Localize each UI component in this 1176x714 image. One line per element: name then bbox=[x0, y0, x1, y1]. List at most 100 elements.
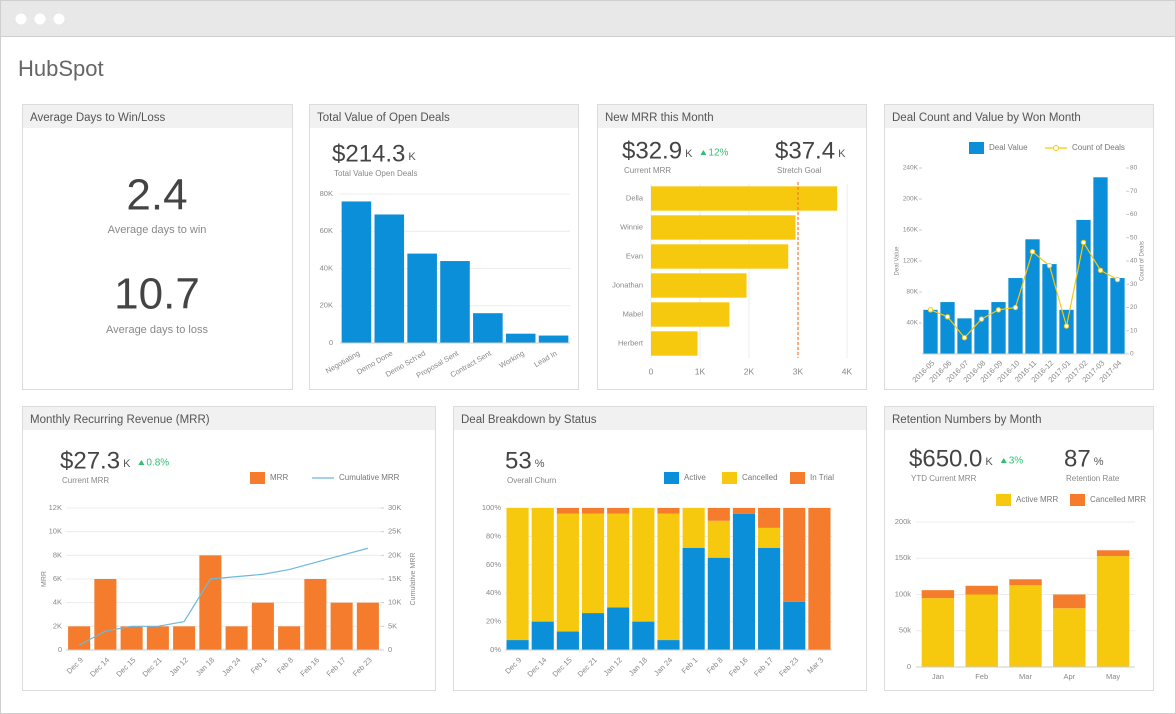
y-tick-label: 10 bbox=[1130, 327, 1138, 334]
bar bbox=[304, 579, 327, 650]
bar bbox=[1025, 239, 1040, 354]
kpi-label: Total Value Open Deals bbox=[334, 169, 417, 178]
bar bbox=[1093, 177, 1108, 354]
panel-title: Deal Count and Value by Won Month bbox=[892, 112, 1081, 124]
bar-segment bbox=[506, 508, 529, 641]
bar-segment bbox=[783, 508, 806, 602]
kpi-value: $32.9 bbox=[622, 137, 682, 164]
y-tick-label: 20K bbox=[320, 301, 333, 310]
bar bbox=[651, 273, 747, 298]
kpi-value: 87 bbox=[1064, 445, 1091, 472]
bar-segment bbox=[657, 640, 680, 650]
bar-segment bbox=[556, 508, 579, 514]
kpi-value: $214.3 bbox=[332, 140, 405, 167]
bar bbox=[407, 253, 437, 343]
legend-label: Active bbox=[684, 473, 706, 482]
x-tick-label: 3K bbox=[793, 366, 804, 376]
bar bbox=[94, 579, 117, 650]
change-arrow bbox=[1000, 458, 1007, 463]
y-tick-label: 240K bbox=[903, 165, 919, 172]
bar bbox=[651, 244, 789, 269]
bar bbox=[68, 626, 91, 650]
panel-title: Monthly Recurring Revenue (MRR) bbox=[30, 414, 210, 426]
y-tick-label: 60% bbox=[486, 560, 501, 569]
bar bbox=[991, 302, 1006, 354]
panel-header bbox=[598, 105, 866, 128]
bar-segment bbox=[506, 640, 529, 650]
legend-label: MRR bbox=[270, 473, 288, 482]
window-button[interactable] bbox=[34, 13, 46, 25]
point bbox=[978, 316, 985, 322]
y-tick-label: 60K bbox=[320, 226, 333, 235]
kpi-unit: K bbox=[838, 148, 846, 160]
y-tick-label: 0 bbox=[907, 662, 911, 671]
bar bbox=[356, 602, 379, 650]
bar-segment bbox=[531, 508, 554, 622]
bar-segment bbox=[632, 508, 655, 622]
panel-title: New MRR this Month bbox=[605, 112, 714, 124]
bar bbox=[1059, 309, 1074, 354]
bar-segment bbox=[682, 508, 705, 548]
y-tick-label: 20K bbox=[388, 550, 401, 559]
y-tick-label: 10K bbox=[49, 527, 62, 536]
kpi-unit: K bbox=[123, 458, 131, 470]
y-tick-label: 2K bbox=[53, 621, 62, 630]
bar-segment bbox=[657, 513, 680, 641]
legend-swatch bbox=[996, 494, 1011, 506]
panel-header bbox=[454, 407, 866, 430]
bar-segment bbox=[707, 557, 730, 650]
x-tick-label: 0 bbox=[649, 366, 654, 376]
bar-segment bbox=[758, 527, 781, 548]
y-tick-label: 40% bbox=[486, 588, 501, 597]
bar bbox=[173, 626, 196, 650]
y-tick-label: 50k bbox=[899, 626, 911, 635]
x-tick-label: 2K bbox=[744, 366, 755, 376]
bar-segment bbox=[581, 513, 605, 614]
y-tick-label: Della bbox=[626, 193, 644, 202]
point bbox=[1046, 262, 1053, 269]
bar-segment bbox=[556, 631, 579, 650]
y-tick-label: 50 bbox=[1130, 234, 1138, 241]
kpi-unit: K bbox=[685, 148, 693, 160]
x-tick-label: 1K bbox=[695, 366, 706, 376]
kpi-label: Average days to loss bbox=[106, 324, 208, 336]
panel bbox=[22, 104, 293, 390]
legend-swatch bbox=[722, 472, 737, 484]
bar-segment bbox=[556, 513, 579, 632]
y-tick-label: 160K bbox=[903, 227, 919, 234]
window-button[interactable] bbox=[53, 13, 65, 25]
panel-header bbox=[23, 407, 435, 430]
bar-segment bbox=[581, 508, 605, 514]
panel-title: Average Days to Win/Loss bbox=[30, 112, 166, 124]
kpi-change: 0.8% bbox=[146, 458, 169, 469]
app-title: HubSpot bbox=[18, 56, 104, 81]
bar bbox=[651, 331, 698, 356]
y-tick-label: 0% bbox=[490, 645, 501, 654]
y-tick-label: 80 bbox=[1130, 165, 1138, 172]
x-tick-label: Apr bbox=[1063, 672, 1075, 681]
y-tick-label: 12K bbox=[49, 503, 62, 512]
panel-title: Total Value of Open Deals bbox=[317, 112, 450, 124]
bar-segment bbox=[1096, 556, 1130, 667]
legend-label: Cumulative MRR bbox=[339, 473, 400, 482]
y-tick-label: 6K bbox=[53, 574, 62, 583]
y-tick-label: 40K bbox=[320, 263, 333, 272]
window-button[interactable] bbox=[15, 13, 27, 25]
bar-segment bbox=[783, 601, 806, 650]
kpi-value: $650.0 bbox=[909, 445, 982, 472]
y-tick-label: 15K bbox=[388, 574, 401, 583]
legend-label: Deal Value bbox=[989, 143, 1028, 152]
y-tick-label: 80K bbox=[320, 189, 333, 198]
y-tick-label: Winnie bbox=[620, 222, 643, 231]
point bbox=[1080, 239, 1087, 246]
bar bbox=[940, 302, 955, 354]
bar bbox=[278, 626, 301, 650]
bar bbox=[251, 602, 274, 650]
bar bbox=[538, 335, 569, 343]
bar bbox=[1042, 264, 1057, 354]
bar bbox=[651, 215, 796, 240]
legend-label: Cancelled bbox=[742, 473, 778, 482]
y-tick-label: 80K bbox=[906, 289, 918, 296]
legend-swatch bbox=[664, 472, 679, 484]
bar-segment bbox=[808, 508, 831, 650]
